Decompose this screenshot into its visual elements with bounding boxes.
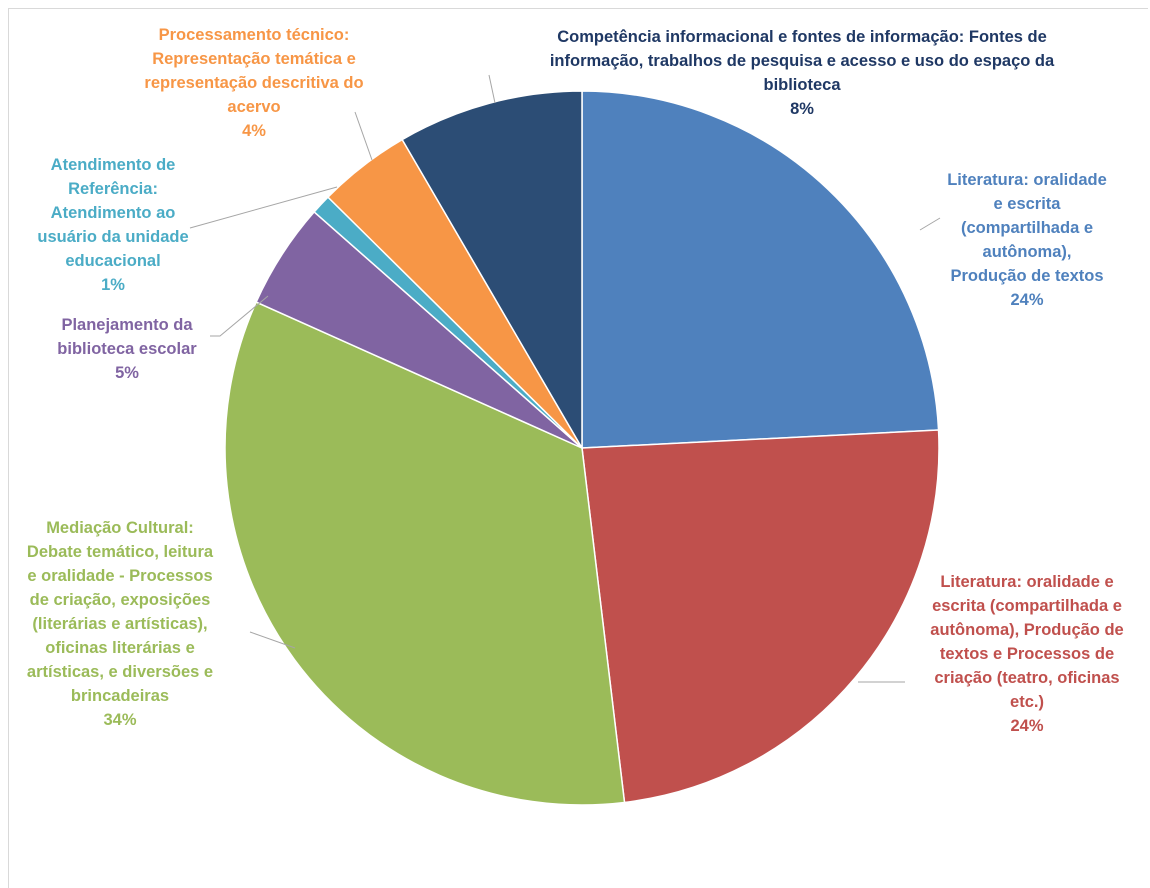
category-label-2-line-4: (literárias e artísticas), — [32, 615, 207, 633]
category-label-2-line-0: Mediação Cultural: — [46, 519, 194, 537]
leader-lines — [189, 74, 941, 683]
leader-line-3 — [210, 295, 269, 337]
category-label-1-line-2: autônoma), Produção de — [930, 621, 1123, 639]
pie-slice-1 — [581, 429, 940, 804]
category-label-1-line-5: etc.) — [1010, 693, 1044, 711]
data-label-1: Literatura: oralidade e escrita (comparti… — [930, 573, 1123, 735]
category-label-5-line-1: Representação temática e — [152, 50, 356, 68]
percent-label-3: 5% — [115, 364, 139, 382]
category-label-4-line-3: usuário da unidade — [37, 228, 188, 246]
data-label-2: Mediação Cultural: Debate temático, leitu… — [27, 519, 214, 729]
category-label-5-line-2: representação descritiva do — [144, 74, 363, 92]
percent-label-4: 1% — [101, 276, 125, 294]
category-label-1-line-3: textos e Processos de — [940, 645, 1114, 663]
category-label-4-line-2: Atendimento ao — [51, 204, 176, 222]
percent-label-2: 34% — [103, 711, 136, 729]
leader-line-5 — [354, 111, 373, 161]
category-label-2-line-6: artísticas, e diversões e — [27, 663, 213, 681]
data-label-0: Literatura: oralidade e escrita (compartil… — [947, 171, 1107, 309]
leader-line-6 — [488, 74, 496, 104]
pie-slice-2 — [224, 301, 626, 806]
category-label-0-line-3: autônoma), — [983, 243, 1072, 261]
pie-slices — [224, 90, 940, 806]
percent-label-6: 8% — [790, 100, 814, 118]
category-label-0-line-1: e escrita — [994, 195, 1062, 213]
category-label-2-line-5: oficinas literárias e — [45, 639, 195, 657]
category-label-0-line-0: Literatura: oralidade — [947, 171, 1107, 189]
data-label-5: Processamento técnico: Representação temá… — [144, 26, 363, 140]
leader-line-4 — [189, 186, 338, 229]
category-label-6-line-2: biblioteca — [763, 76, 841, 94]
category-label-6-line-0: Competência informacional e fontes de in… — [557, 28, 1047, 46]
category-label-0-line-4: Produção de textos — [950, 267, 1103, 285]
category-label-0-line-2: (compartilhada e — [961, 219, 1093, 237]
data-label-6: Competência informacional e fontes de in… — [550, 28, 1055, 118]
percent-label-5: 4% — [242, 122, 266, 140]
category-label-5-line-0: Processamento técnico: — [159, 26, 350, 44]
category-label-2-line-7: brincadeiras — [71, 687, 169, 705]
pie-slice-6 — [401, 90, 583, 451]
leader-line-2 — [249, 631, 296, 649]
category-label-4-line-0: Atendimento de — [51, 156, 176, 174]
category-label-2-line-1: Debate temático, leitura — [27, 543, 214, 561]
category-label-1-line-1: escrita (compartilhada e — [932, 597, 1122, 615]
category-label-3-line-1: biblioteca escolar — [57, 340, 197, 358]
data-label-4: Atendimento de Referência: Atendimento ao u… — [37, 156, 188, 294]
pie-slice-0 — [581, 90, 940, 449]
category-label-1-line-0: Literatura: oralidade e — [940, 573, 1113, 591]
percent-label-1: 24% — [1010, 717, 1043, 735]
category-label-2-line-2: e oralidade - Processos — [27, 567, 212, 585]
category-label-3-line-0: Planejamento da — [61, 316, 193, 334]
category-label-1-line-4: criação (teatro, oficinas — [934, 669, 1119, 687]
category-label-4-line-1: Referência: — [68, 180, 158, 198]
data-label-3: Planejamento da biblioteca escolar 5% — [57, 316, 197, 382]
chart-frame — [8, 8, 1148, 888]
category-label-2-line-3: de criação, exposições — [30, 591, 211, 609]
category-label-4-line-4: educacional — [65, 252, 160, 270]
data-labels: Literatura: oralidade e escrita (compartil… — [27, 26, 1124, 735]
category-label-6-line-1: informação, trabalhos de pesquisa e aces… — [550, 52, 1055, 70]
leader-line-0 — [919, 217, 941, 231]
percent-label-0: 24% — [1010, 291, 1043, 309]
category-label-5-line-3: acervo — [227, 98, 280, 116]
